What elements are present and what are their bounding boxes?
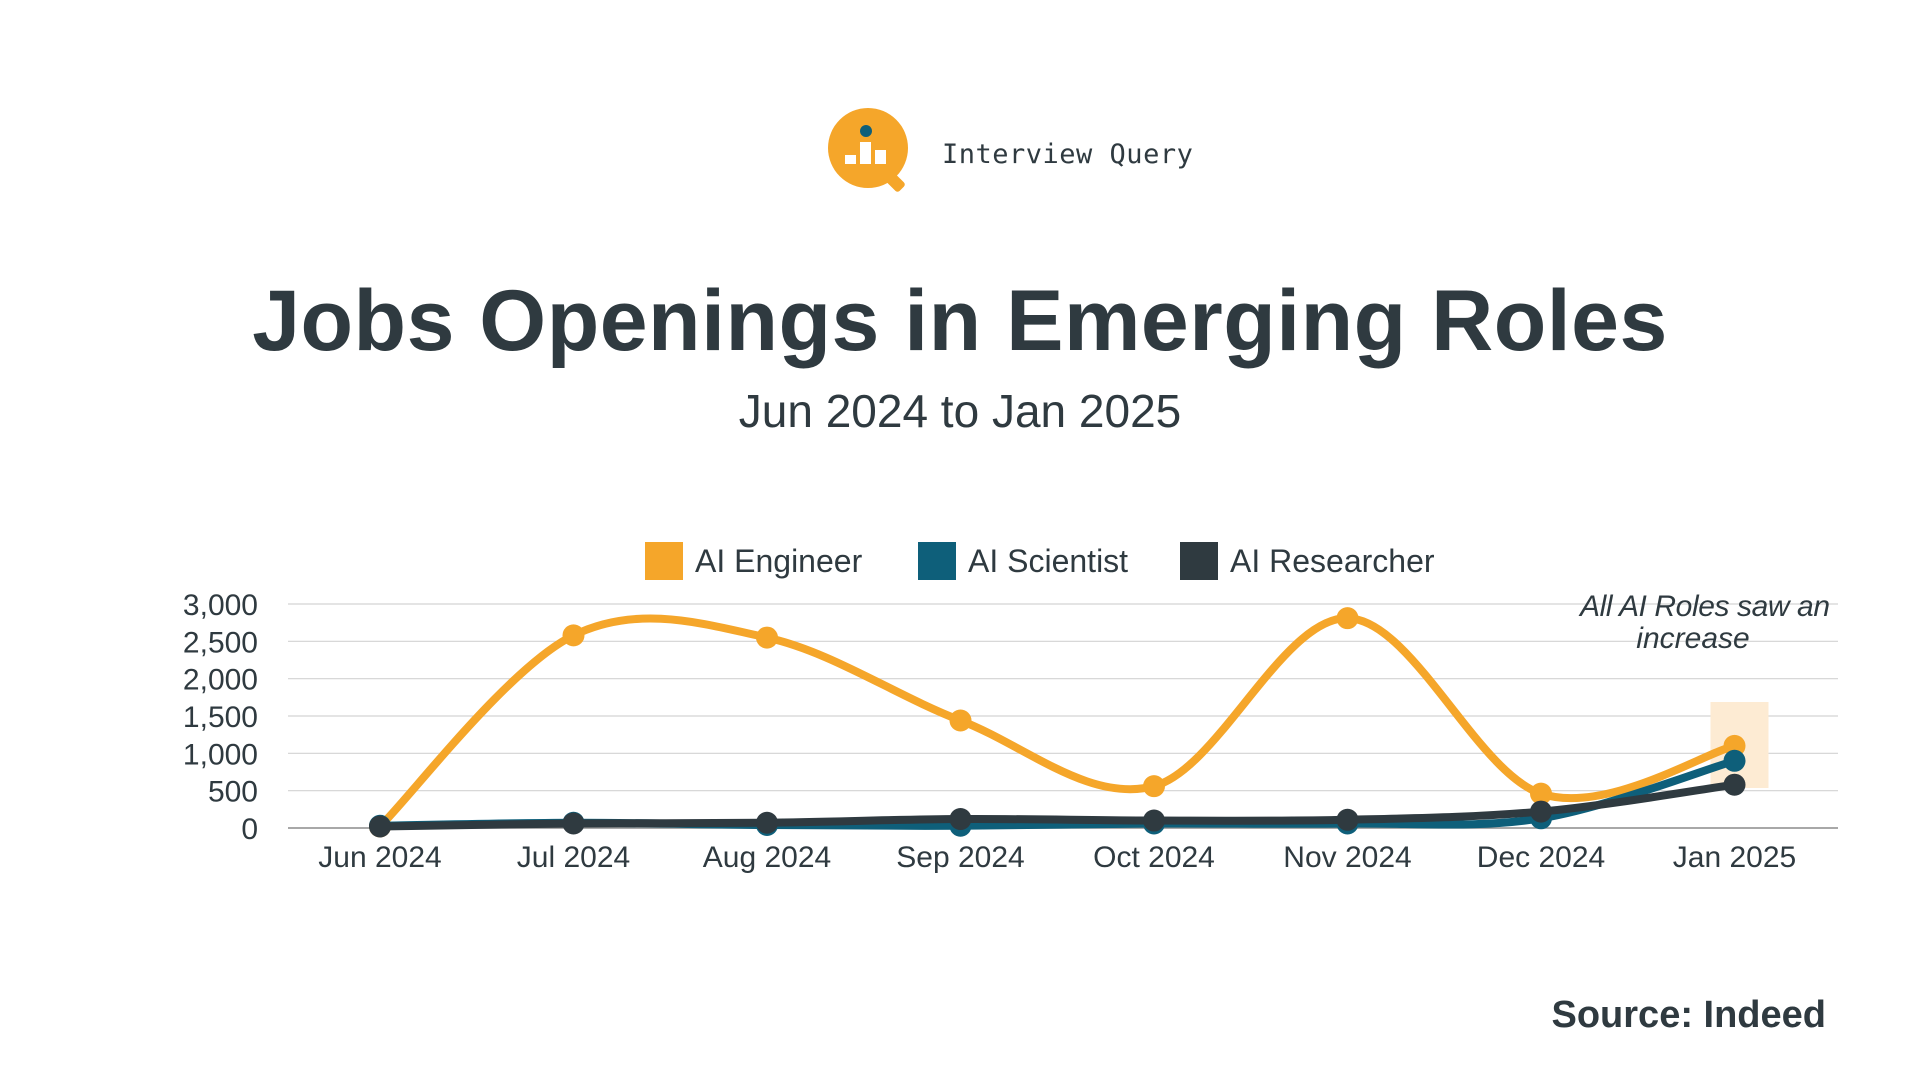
data-point	[1530, 800, 1552, 823]
data-point	[949, 709, 972, 732]
legend-label: AI Scientist	[968, 543, 1128, 579]
data-point	[1143, 775, 1165, 798]
chart-subtitle: Jun 2024 to Jan 2025	[738, 385, 1182, 437]
y-tick-label: 500	[208, 776, 258, 809]
y-tick-label: 1,000	[183, 738, 258, 771]
y-tick-label: 0	[241, 813, 258, 846]
series-line	[376, 614, 1739, 831]
magnifier-bar-icon	[828, 108, 908, 192]
y-axis-ticks: 0 500 1,000 1,500 2,000 2,500 3,000	[183, 589, 258, 846]
x-axis-ticks: Jun 2024 Jul 2024 Aug 2024 Sep 2024 Oct 2024…	[318, 841, 1796, 874]
data-point	[562, 624, 585, 647]
data-point	[1530, 782, 1552, 805]
x-tick-label: Jun 2024	[318, 841, 441, 874]
x-tick-label: Sep 2024	[896, 841, 1024, 874]
logo-text: Interview Query	[942, 138, 1194, 170]
annotation-line-1: All AI Roles saw an	[1578, 590, 1830, 623]
x-tick-label: Dec 2024	[1477, 841, 1605, 874]
data-point	[369, 815, 391, 838]
series-lines	[369, 607, 1746, 838]
data-point	[1336, 607, 1359, 630]
data-point	[756, 626, 778, 649]
data-point	[1336, 808, 1359, 831]
legend: AI Engineer AI Scientist AI Researcher	[645, 542, 1435, 580]
x-tick-label: Jul 2024	[517, 841, 630, 874]
data-point	[1723, 773, 1746, 796]
y-tick-label: 1,500	[183, 701, 258, 734]
legend-swatch	[645, 542, 683, 580]
logo: Interview Query	[826, 106, 1193, 202]
data-point	[1143, 809, 1165, 832]
x-tick-label: Aug 2024	[703, 841, 831, 874]
source-label: Source: Indeed	[1551, 994, 1827, 1036]
data-point	[562, 812, 585, 835]
data-point	[756, 811, 778, 834]
legend-label: AI Researcher	[1230, 543, 1435, 579]
legend-swatch	[918, 542, 956, 580]
y-tick-label: 2,500	[183, 626, 258, 659]
x-tick-label: Nov 2024	[1283, 841, 1411, 874]
chart-title: Jobs Openings in Emerging Roles	[252, 273, 1668, 369]
x-tick-label: Oct 2024	[1093, 841, 1215, 874]
x-tick-label: Jan 2025	[1673, 841, 1796, 874]
series-line	[376, 780, 1739, 831]
legend-label: AI Engineer	[695, 543, 863, 579]
series-ai-researcher	[369, 773, 1746, 838]
data-point	[949, 808, 972, 831]
annotation-line-2: increase	[1636, 622, 1749, 655]
line-chart: AI Engineer AI Scientist AI Researcher 0 50…	[183, 542, 1838, 874]
legend-swatch	[1180, 542, 1218, 580]
y-tick-label: 3,000	[183, 589, 258, 622]
data-point	[1723, 749, 1746, 772]
y-tick-label: 2,000	[183, 664, 258, 697]
